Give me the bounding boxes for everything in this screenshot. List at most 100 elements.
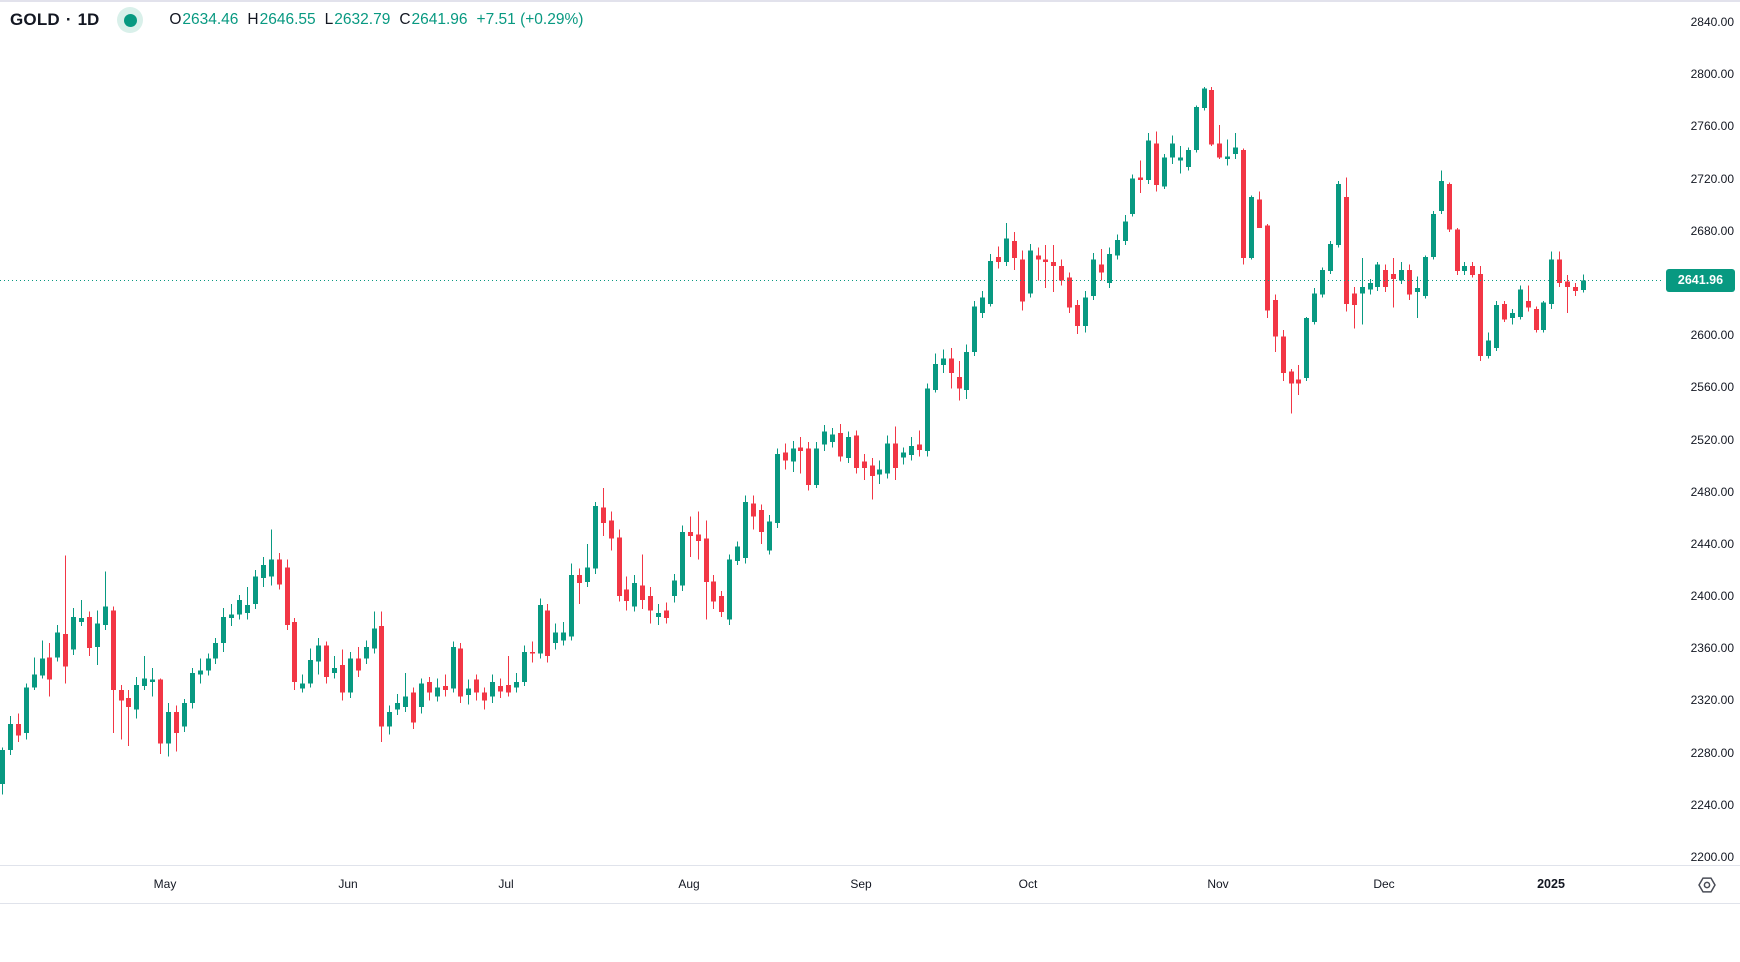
price-scale-settings-button[interactable] [1695, 873, 1718, 896]
candle [1352, 293, 1357, 306]
candle [1043, 259, 1048, 263]
candle [893, 443, 898, 469]
candle [1115, 239, 1120, 256]
candle [767, 521, 772, 551]
candle [711, 581, 716, 602]
candle [126, 697, 131, 707]
candle [1273, 299, 1278, 337]
close-value: 2641.96 [411, 11, 468, 28]
candle [1233, 147, 1238, 154]
candle [1012, 241, 1017, 259]
candle [1170, 143, 1175, 158]
candle [925, 388, 930, 452]
candle [933, 363, 938, 390]
candle [1209, 89, 1214, 145]
price-tick-label: 2200.00 [1690, 850, 1734, 864]
candle [506, 684, 511, 693]
candle [1083, 297, 1088, 326]
candle [617, 537, 622, 597]
open-label: O [169, 11, 182, 28]
candle [0, 750, 5, 784]
ohlc-readout: O 2634.46 H 2646.55 L 2632.79 C 2641.96 +7.5… [169, 11, 583, 29]
candle [1265, 225, 1270, 311]
candle [1051, 262, 1056, 266]
candle [1123, 221, 1128, 242]
low-label: L [324, 11, 334, 28]
time-tick-label-dec: Dec [1373, 877, 1395, 891]
candle [237, 600, 242, 615]
candle [561, 632, 566, 641]
close-label: C [399, 11, 411, 28]
candle [1534, 309, 1539, 330]
candle [8, 723, 13, 750]
candle [466, 688, 471, 696]
candle [680, 532, 685, 586]
candle [198, 670, 203, 675]
candle [1383, 269, 1388, 287]
candle [253, 576, 258, 604]
candle [1510, 312, 1515, 319]
candle [783, 452, 788, 461]
candle [1541, 302, 1546, 330]
candle [672, 580, 677, 597]
candle [261, 564, 266, 578]
candle [1573, 286, 1578, 291]
price-axis[interactable]: 2840.00 2800.00 2760.00 2720.00 2680.00 2600.… [1660, 0, 1740, 865]
timeframe-label[interactable]: 1D [77, 10, 100, 29]
candle [964, 352, 969, 390]
candle [443, 686, 448, 690]
candle [901, 452, 906, 458]
candle [1075, 305, 1080, 326]
candle [1162, 157, 1167, 187]
candle [1502, 303, 1507, 320]
candle [1431, 213, 1436, 257]
price-tick-label: 2440.00 [1690, 537, 1734, 551]
candle [1447, 183, 1452, 230]
candle [1423, 256, 1428, 296]
candle [957, 376, 962, 389]
candle [640, 585, 645, 600]
candle [1391, 273, 1396, 279]
candle [751, 503, 756, 517]
time-tick-label-sep: Sep [850, 877, 872, 891]
current-price-line [0, 280, 1662, 281]
candle [1312, 293, 1317, 323]
candle [213, 643, 218, 659]
candle [530, 652, 535, 654]
candle [387, 712, 392, 727]
candle [656, 613, 661, 617]
candle [1107, 254, 1112, 283]
time-axis[interactable]: May Jun Jul Aug Sep Oct Nov Dec 2025 [0, 866, 1740, 903]
candle [1462, 266, 1467, 272]
candle [103, 606, 108, 625]
candle [119, 690, 124, 701]
candle [609, 520, 614, 539]
price-tick-label: 2400.00 [1690, 589, 1734, 603]
time-axis-bottom-separator [0, 903, 1740, 904]
candle [340, 665, 345, 693]
candle [545, 610, 550, 657]
time-tick-label-nov: Nov [1207, 877, 1229, 891]
candle [1494, 305, 1499, 349]
candle [32, 674, 37, 688]
candle [624, 589, 629, 602]
candle [348, 658, 353, 693]
candle [79, 618, 84, 623]
candle [854, 435, 859, 469]
symbol-name[interactable]: GOLD [10, 10, 60, 29]
candle [1186, 149, 1191, 167]
candle [1478, 273, 1483, 356]
candle [1320, 269, 1325, 295]
candle [1178, 157, 1183, 161]
candle [16, 723, 21, 736]
candle [419, 683, 424, 707]
candle [1518, 289, 1523, 317]
candle [1360, 286, 1365, 294]
candle [830, 434, 835, 443]
candlestick-chart-canvas[interactable] [0, 0, 1740, 865]
candle [166, 712, 171, 744]
candle [474, 679, 479, 693]
candle [356, 658, 361, 671]
series-marker-icon[interactable] [117, 7, 144, 33]
candle [316, 645, 321, 662]
